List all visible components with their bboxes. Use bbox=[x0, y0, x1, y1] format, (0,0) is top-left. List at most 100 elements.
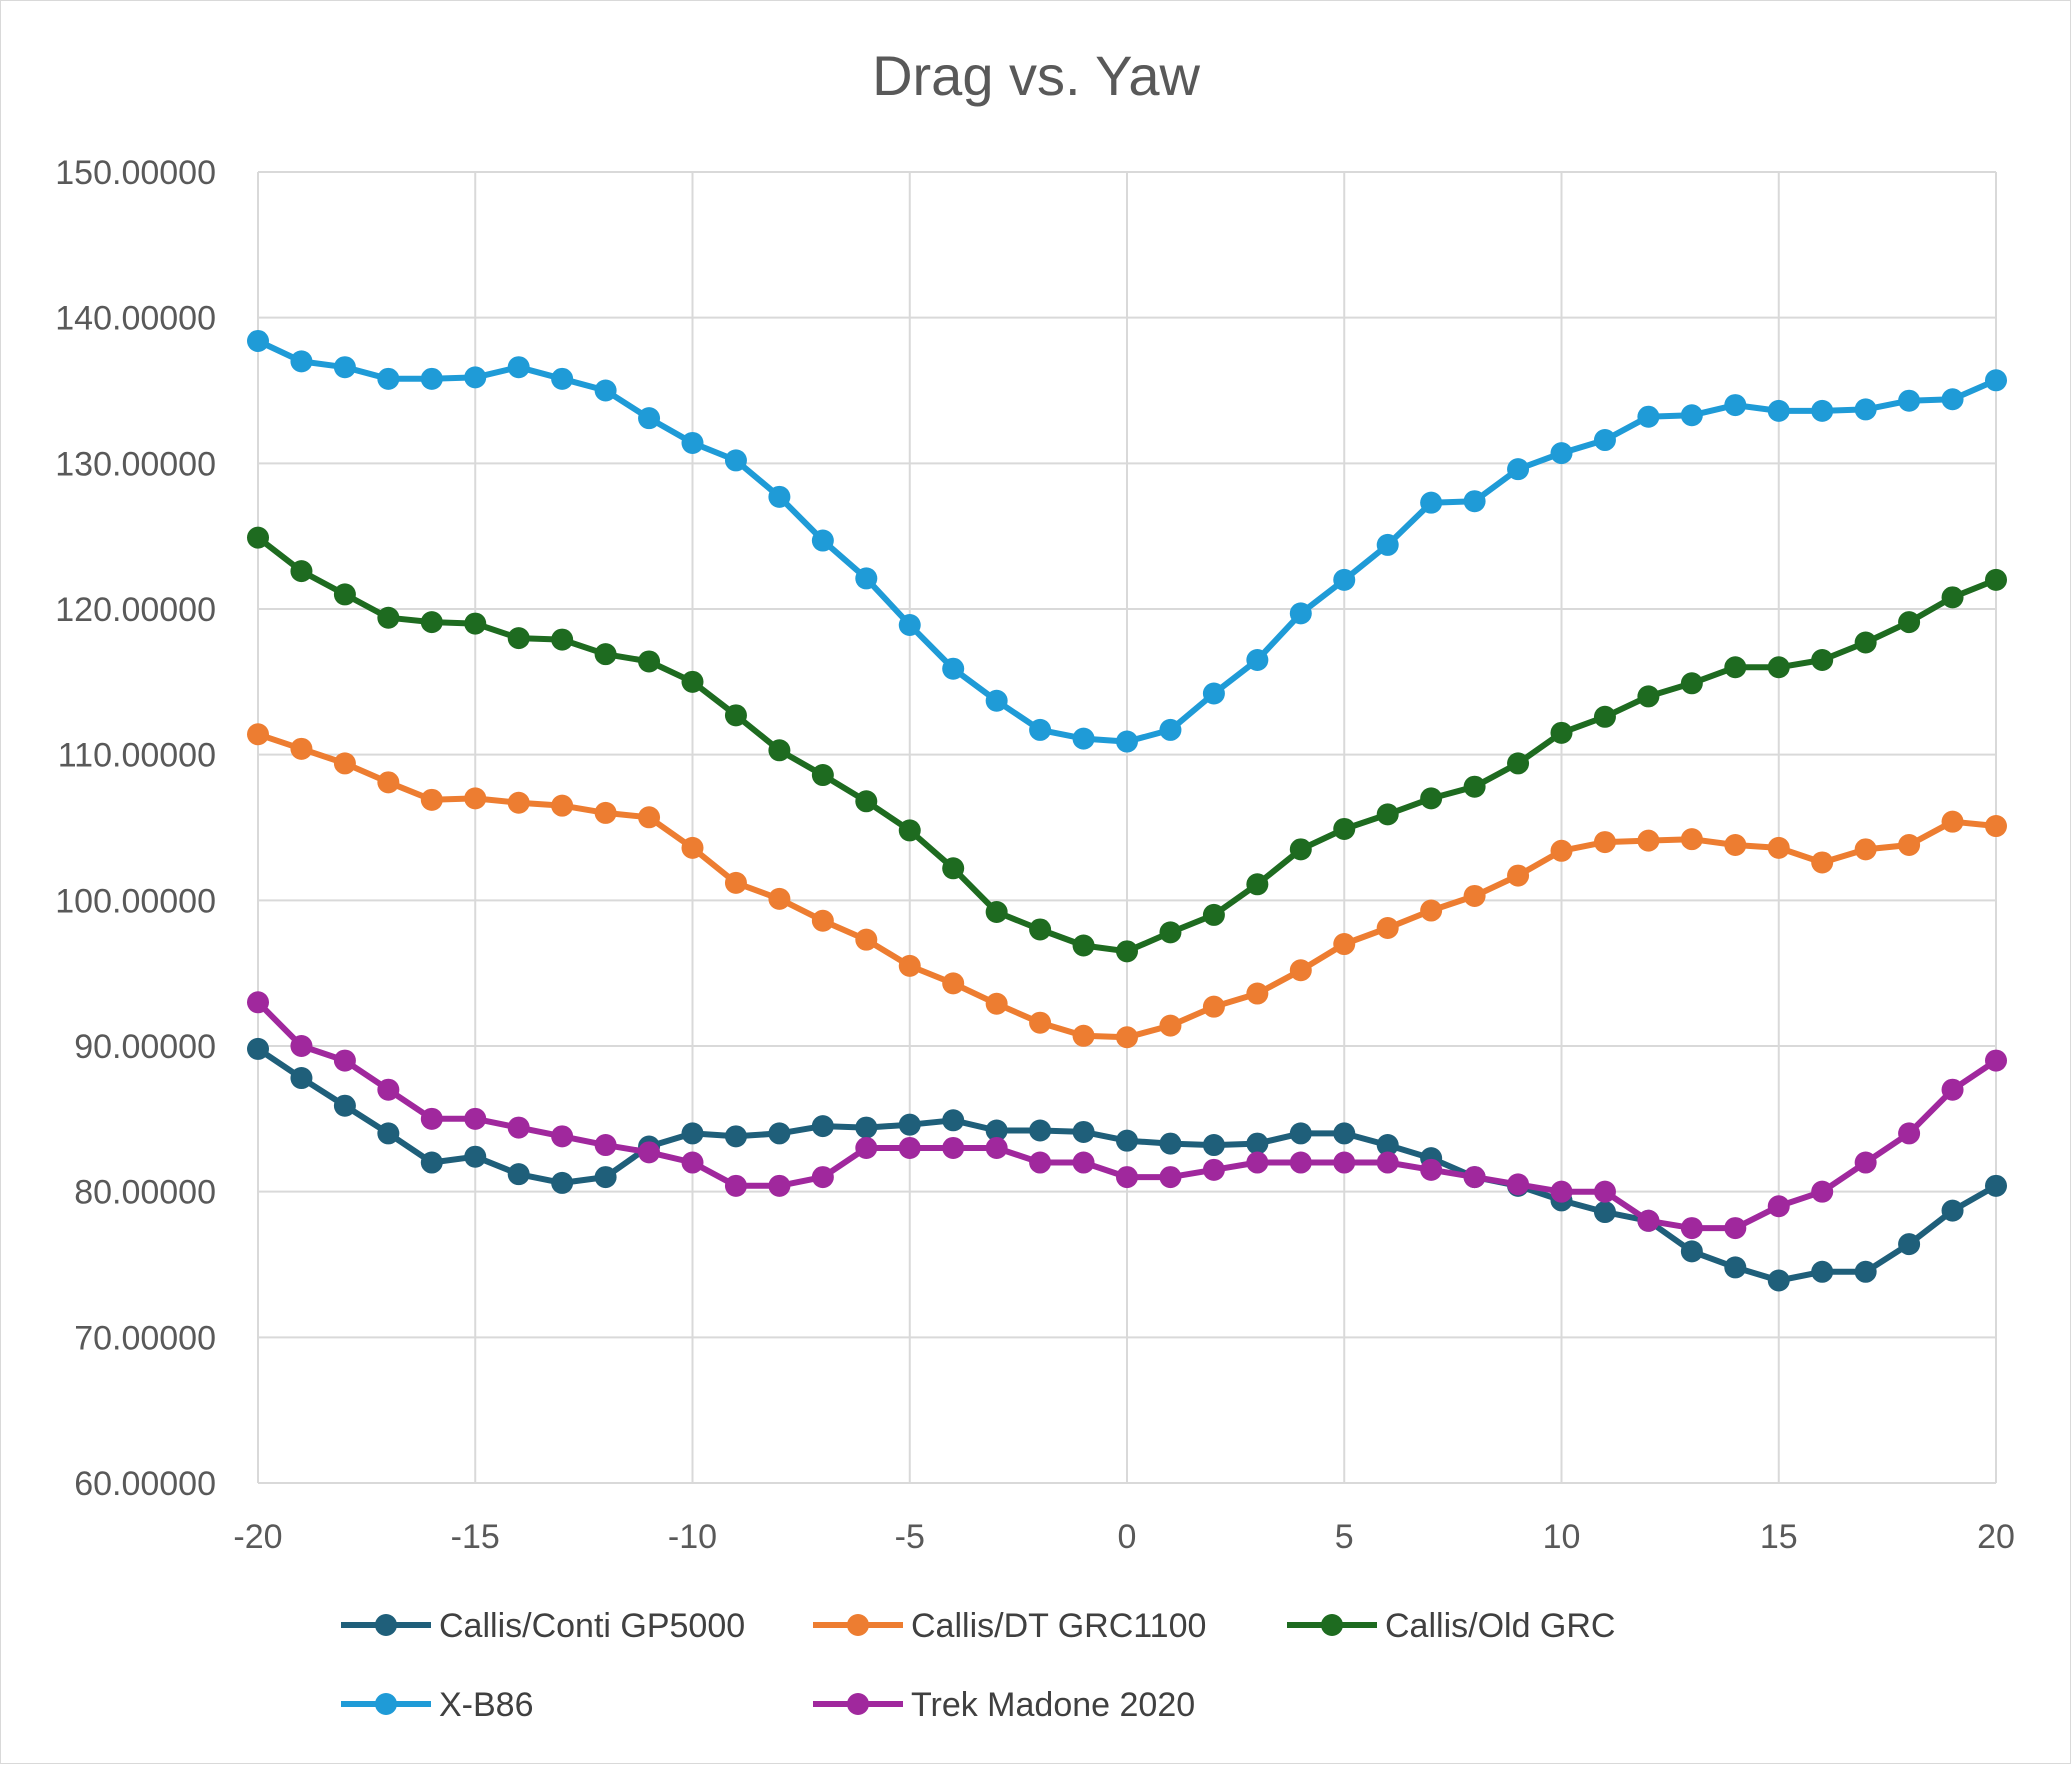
data-point bbox=[1724, 656, 1747, 679]
data-point bbox=[1289, 959, 1312, 982]
data-point bbox=[594, 1166, 617, 1189]
data-point bbox=[1680, 1217, 1703, 1240]
data-point bbox=[1246, 982, 1269, 1005]
data-point bbox=[594, 643, 617, 666]
series-4 bbox=[247, 991, 2007, 1240]
data-point bbox=[1289, 838, 1312, 861]
data-point bbox=[1116, 1026, 1138, 1049]
data-point bbox=[1333, 817, 1356, 840]
data-point bbox=[811, 764, 834, 787]
data-point bbox=[681, 836, 704, 859]
data-point bbox=[1333, 1151, 1356, 1174]
y-tick-label: 100.00000 bbox=[55, 882, 216, 920]
data-point bbox=[1985, 1174, 2007, 1197]
legend-label: Callis/Old GRC bbox=[1385, 1607, 1615, 1645]
data-point bbox=[898, 819, 921, 842]
data-point bbox=[420, 1107, 443, 1130]
data-point bbox=[681, 1122, 704, 1145]
data-point bbox=[1637, 1209, 1660, 1232]
data-point bbox=[1767, 1269, 1790, 1292]
data-point bbox=[1507, 458, 1530, 481]
data-point bbox=[1507, 752, 1530, 775]
data-point bbox=[898, 1113, 921, 1136]
data-point bbox=[464, 1145, 487, 1168]
data-point bbox=[1116, 1166, 1138, 1189]
data-point bbox=[855, 1116, 878, 1139]
data-point bbox=[1159, 1166, 1182, 1189]
data-point bbox=[768, 485, 791, 508]
data-point bbox=[1637, 685, 1660, 708]
data-point bbox=[1724, 394, 1747, 417]
legend-swatch-marker bbox=[375, 1614, 397, 1636]
data-point bbox=[768, 739, 791, 762]
data-point bbox=[985, 1119, 1008, 1142]
data-point bbox=[1159, 921, 1182, 944]
x-tick-label: -15 bbox=[451, 1518, 500, 1556]
data-point bbox=[1898, 611, 1921, 634]
data-point bbox=[1985, 1049, 2007, 1072]
data-point bbox=[1680, 672, 1703, 695]
data-point bbox=[1985, 815, 2007, 838]
data-point bbox=[1593, 1180, 1616, 1203]
data-point bbox=[507, 1163, 530, 1186]
data-point bbox=[1593, 705, 1616, 728]
data-point bbox=[290, 560, 313, 583]
data-point bbox=[724, 1174, 747, 1197]
data-point bbox=[1072, 934, 1095, 957]
data-point bbox=[1854, 398, 1877, 421]
data-point bbox=[811, 909, 834, 932]
data-point bbox=[855, 790, 878, 813]
data-point bbox=[1593, 831, 1616, 854]
data-point bbox=[942, 857, 965, 880]
y-tick-label: 70.00000 bbox=[74, 1319, 216, 1357]
data-point bbox=[855, 567, 878, 590]
x-tick-label: -5 bbox=[895, 1518, 925, 1556]
y-tick-label: 150.00000 bbox=[55, 154, 216, 192]
data-point bbox=[247, 991, 269, 1014]
data-point bbox=[1376, 1151, 1399, 1174]
data-point bbox=[247, 329, 269, 352]
data-point bbox=[290, 1067, 313, 1090]
data-point bbox=[1029, 1011, 1052, 1034]
data-point bbox=[247, 723, 269, 746]
data-point bbox=[942, 972, 965, 995]
data-point bbox=[1116, 730, 1138, 753]
data-point bbox=[898, 954, 921, 977]
data-point bbox=[724, 449, 747, 472]
y-tick-label: 130.00000 bbox=[55, 445, 216, 483]
legend-entry: Trek Madone 2020 bbox=[813, 1686, 1195, 1724]
data-point bbox=[333, 583, 356, 606]
legend-entry: X-B86 bbox=[341, 1686, 534, 1724]
legend-label: Callis/Conti GP5000 bbox=[439, 1607, 745, 1645]
data-point bbox=[985, 689, 1008, 712]
data-point bbox=[1376, 1134, 1399, 1157]
data-point bbox=[1116, 1129, 1138, 1152]
plot-series bbox=[247, 329, 2007, 1292]
data-point bbox=[638, 407, 661, 430]
data-point bbox=[1811, 1260, 1834, 1283]
data-point bbox=[1507, 1173, 1530, 1196]
data-point bbox=[1680, 404, 1703, 427]
data-point bbox=[1376, 917, 1399, 940]
data-point bbox=[507, 1116, 530, 1139]
data-point bbox=[1941, 810, 1964, 833]
data-point bbox=[1202, 995, 1225, 1018]
data-point bbox=[1246, 873, 1269, 896]
data-point bbox=[377, 1122, 400, 1145]
data-point bbox=[1333, 1122, 1356, 1145]
data-point bbox=[1854, 838, 1877, 861]
x-tick-label: 5 bbox=[1335, 1518, 1354, 1556]
data-point bbox=[290, 350, 313, 373]
data-point bbox=[1463, 884, 1486, 907]
data-point bbox=[1072, 1120, 1095, 1143]
data-point bbox=[551, 1125, 574, 1148]
data-point bbox=[1724, 1256, 1747, 1279]
data-point bbox=[638, 1141, 661, 1164]
data-point bbox=[1724, 1217, 1747, 1240]
legend-swatch-marker bbox=[1321, 1614, 1343, 1636]
data-point bbox=[333, 1094, 356, 1117]
data-point bbox=[1159, 1132, 1182, 1155]
data-point bbox=[1811, 1180, 1834, 1203]
data-point bbox=[1420, 787, 1443, 810]
